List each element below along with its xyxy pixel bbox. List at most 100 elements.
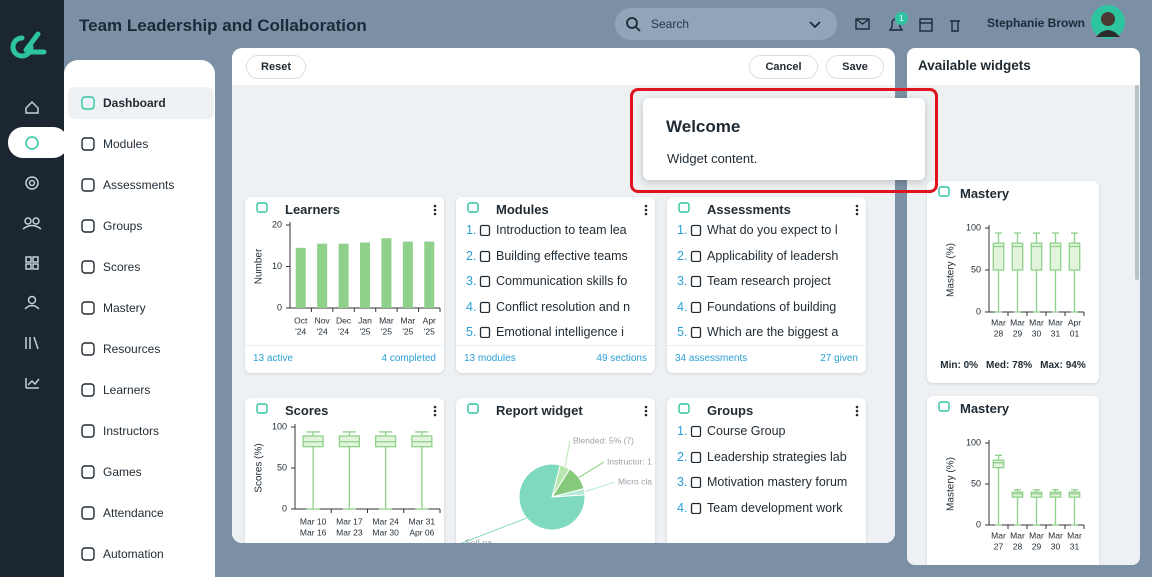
y-axis-label: Mastery (%) (946, 243, 957, 297)
search-box[interactable]: Search (615, 8, 837, 40)
widget-title: Learners (285, 202, 340, 217)
nav-label: Groups (103, 219, 143, 233)
menu-dot (644, 413, 648, 417)
widget-card[interactable]: Assessments 1. What do you expect to l 2. Ap… (667, 197, 866, 373)
widget-card[interactable]: Blended: 5% (7) Instructor: 1 Micro cla Sel… (456, 398, 655, 543)
y-tick-label: 0 (976, 306, 981, 316)
icon-shape (690, 451, 702, 463)
item-text: Course Group (707, 424, 786, 438)
icon-shape (81, 465, 95, 479)
item-icon (690, 224, 702, 236)
nav-item[interactable]: Instructors (68, 415, 214, 447)
item-icon (479, 327, 491, 339)
widget-card[interactable]: 0 50 100 Mastery (%) Mar 28 Mar 29 Mar 30 Mar 31 Apr… (927, 181, 1099, 383)
footer-text: 34 assessments (675, 353, 748, 364)
item-number: 3. (677, 475, 688, 490)
nav-item[interactable]: Resources (68, 333, 214, 365)
widget-title: Assessments (707, 202, 791, 217)
item-number: 2. (677, 449, 688, 464)
item-text: Leadership strategies lab (707, 449, 847, 464)
icon-shape (690, 224, 702, 236)
box (1068, 491, 1081, 498)
x-tick-label: '24 (295, 326, 306, 336)
item-number: 3. (677, 274, 688, 289)
x-tick-label: '25 (359, 326, 370, 336)
nav-item[interactable]: Automation (68, 538, 214, 570)
icon-shape (479, 301, 491, 313)
y-axis-label: Mastery (%) (946, 457, 957, 511)
x-tick-label: Mar (1048, 530, 1063, 540)
reset-button[interactable]: Reset (246, 55, 306, 79)
menu-dot (644, 409, 648, 413)
nav-label: Attendance (103, 506, 164, 520)
avatar[interactable] (1089, 3, 1127, 41)
widget-card[interactable]: 0 50 100 Scores (%) Mar 10 Mar 16 Mar 17 Mar 23… (245, 398, 444, 543)
header-icons[interactable] (854, 14, 964, 36)
list-item: 3. Communication skills fo (466, 274, 645, 292)
menu-dot (433, 409, 437, 413)
widget-card[interactable]: Groups 1. Course Group 2. Leadership strateg… (667, 398, 866, 543)
x-tick-label: Apr (423, 315, 436, 325)
x-tick-label: Apr (1068, 317, 1081, 327)
widget-footer: Min: 0% Med: 78% Max: 94% (927, 353, 1099, 371)
item-icon (690, 425, 702, 437)
slice-label: Self-pa (465, 537, 492, 543)
x-tick-label: '25 (424, 326, 435, 336)
nav-item[interactable]: Groups (68, 210, 214, 242)
nav-item[interactable]: Scores (68, 251, 214, 283)
widget-footer: 34 assessments 27 given (667, 345, 866, 364)
nav-item[interactable]: Learners (68, 374, 214, 406)
user-name[interactable]: Stephanie Brown (987, 16, 1086, 30)
widget-card[interactable]: 0 50 100 Mastery (%) Mar 27 Mar 28 Mar 29 Mar 30 Mar… (927, 396, 1099, 565)
item-number: 5. (677, 325, 688, 340)
icon-shape (479, 224, 491, 236)
item-icon (690, 502, 702, 514)
save-button[interactable]: Save (826, 55, 884, 79)
nav-icon (81, 137, 95, 151)
icon-shape (81, 178, 95, 192)
x-tick-label: '24 (317, 326, 328, 336)
box (1030, 491, 1043, 498)
nav-item[interactable]: Mastery (68, 292, 214, 324)
y-tick-label: 0 (976, 519, 981, 529)
slice-label: Micro cla (618, 476, 652, 486)
x-tick-label: 29 (1013, 328, 1023, 338)
widget-title: Mastery (960, 401, 1010, 416)
widget-card[interactable]: 0 10 20 Number Oct '24 Nov '24 Dec '24 Jan '25 Mar '2… (245, 197, 444, 373)
x-tick-label: Mar 16 (300, 527, 327, 537)
scrollbar[interactable] (1135, 85, 1139, 280)
x-tick-label: Mar (1010, 317, 1025, 327)
x-tick-label: 31 (1070, 541, 1080, 551)
cancel-button[interactable]: Cancel (749, 55, 818, 79)
icon-shape (81, 547, 95, 561)
x-tick-label: Oct (294, 315, 308, 325)
list-item: 4. Foundations of building (677, 300, 856, 318)
list-item: 4. Team development work (677, 501, 856, 519)
item-icon (690, 477, 702, 489)
bar (402, 241, 413, 308)
widget-card[interactable]: Modules 1. Introduction to team lea 2. Build… (456, 197, 655, 373)
item-text: Emotional intelligence i (496, 325, 624, 340)
nav-item[interactable]: Games (68, 456, 214, 488)
x-tick-label: 28 (1013, 541, 1023, 551)
nav-item[interactable]: Assessments (68, 169, 214, 201)
menu-dot (644, 212, 648, 216)
x-tick-label: 28 (994, 328, 1004, 338)
bar (381, 238, 392, 308)
welcome-widget[interactable]: Welcome Widget content. (643, 98, 925, 180)
item-number: 1. (466, 223, 477, 237)
bar (338, 243, 349, 308)
nav-item[interactable]: Attendance (68, 497, 214, 529)
nav-item[interactable]: Dashboard (68, 87, 214, 119)
sidebar: Dashboard Modules Assessments Groups Scores M… (64, 60, 215, 577)
x-tick-label: Mar (1029, 530, 1044, 540)
rail (0, 0, 64, 577)
menu-dot (855, 409, 859, 413)
page-title: Team Leadership and Collaboration (79, 16, 367, 35)
x-tick-label: 30 (1051, 541, 1061, 551)
item-icon (690, 276, 702, 288)
nav-item[interactable]: Modules (68, 128, 214, 160)
box (1030, 242, 1043, 271)
menu-dot (855, 204, 859, 208)
list-item: 1. What do you expect to l (677, 223, 856, 241)
